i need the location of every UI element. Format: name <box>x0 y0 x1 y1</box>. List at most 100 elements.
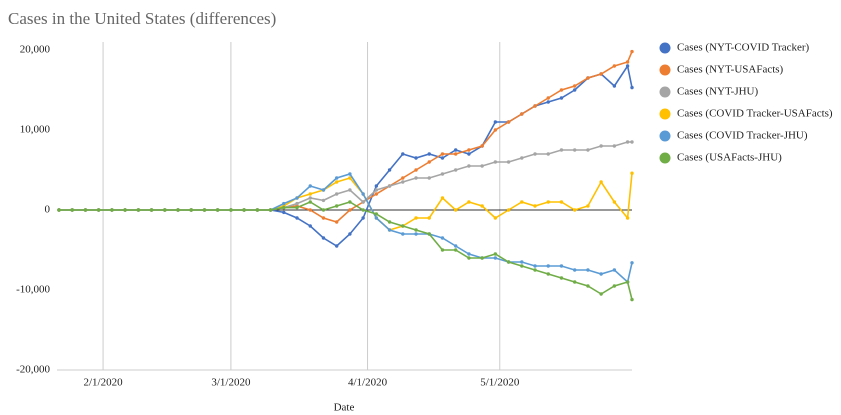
data-point <box>546 272 550 276</box>
legend-label: Cases (NYT-JHU) <box>677 86 759 98</box>
data-point <box>202 208 207 212</box>
data-point <box>533 104 537 108</box>
data-point <box>533 152 537 156</box>
legend-marker <box>659 86 671 98</box>
data-point <box>334 220 339 224</box>
data-point <box>427 152 431 156</box>
data-point <box>387 220 392 224</box>
x-tick-label: 5/1/2020 <box>480 377 520 389</box>
data-point <box>401 152 405 156</box>
data-point <box>70 208 74 212</box>
y-tick-label: -20,000 <box>16 364 50 376</box>
chart-title: Cases in the United States (differences) <box>8 9 276 28</box>
data-point <box>467 152 471 156</box>
data-point <box>630 49 634 54</box>
data-point <box>625 216 630 220</box>
x-tick-label: 4/1/2020 <box>348 377 388 389</box>
data-point <box>440 248 445 252</box>
data-point <box>533 268 537 272</box>
data-point <box>467 200 471 204</box>
data-point <box>625 64 630 68</box>
data-point <box>506 160 511 164</box>
data-point <box>387 168 392 172</box>
data-point <box>586 76 590 80</box>
data-point <box>427 232 431 236</box>
data-point <box>255 208 260 212</box>
data-point <box>440 156 445 160</box>
data-point <box>308 184 312 188</box>
data-point <box>599 72 603 76</box>
data-point <box>630 261 634 265</box>
data-point <box>630 171 634 175</box>
data-point <box>321 236 326 240</box>
data-point <box>136 208 141 212</box>
data-point <box>546 200 550 204</box>
data-point <box>573 208 577 212</box>
data-point <box>414 176 418 180</box>
data-point <box>546 96 550 100</box>
data-point <box>453 168 458 172</box>
data-point <box>308 200 312 204</box>
data-point <box>401 232 405 236</box>
data-point <box>123 208 127 212</box>
data-point <box>506 260 511 264</box>
data-point <box>612 84 617 88</box>
data-point <box>586 268 590 272</box>
data-point <box>282 205 286 210</box>
data-point <box>374 212 379 216</box>
data-point <box>599 180 603 184</box>
data-point <box>559 276 564 280</box>
data-point <box>348 188 352 192</box>
data-point <box>612 64 617 68</box>
data-point <box>334 244 339 248</box>
data-point <box>586 204 590 208</box>
data-point <box>493 216 498 220</box>
data-point <box>374 188 379 192</box>
data-point <box>282 201 286 206</box>
data-point <box>295 201 299 206</box>
data-point <box>559 264 564 268</box>
legend-marker <box>659 108 671 120</box>
y-tick-label: 0 <box>45 204 51 216</box>
data-point <box>599 292 603 296</box>
data-point <box>110 208 114 212</box>
data-point <box>546 264 550 268</box>
data-point <box>573 280 577 284</box>
data-point <box>559 96 564 100</box>
data-point <box>612 200 617 204</box>
data-point <box>176 208 180 212</box>
data-point <box>414 228 418 232</box>
y-tick-label: -10,000 <box>16 284 50 296</box>
data-point <box>467 256 471 260</box>
data-point <box>96 208 101 212</box>
data-point <box>348 232 352 236</box>
data-point <box>268 208 273 212</box>
data-point <box>453 148 458 152</box>
legend-label: Cases (NYT-USAFacts) <box>677 64 784 76</box>
data-point <box>374 216 379 220</box>
data-point <box>480 256 484 260</box>
data-point <box>630 85 634 90</box>
data-point <box>506 120 511 124</box>
data-point <box>467 164 471 168</box>
data-point <box>559 148 564 152</box>
data-point <box>348 176 352 180</box>
data-point <box>480 144 484 148</box>
data-point <box>414 156 418 160</box>
data-point <box>440 172 445 176</box>
data-point <box>242 208 246 212</box>
data-point <box>361 208 365 212</box>
legend-marker <box>659 42 671 54</box>
data-point <box>493 160 498 164</box>
data-point <box>625 60 630 64</box>
data-point <box>308 192 312 196</box>
data-point <box>533 264 537 268</box>
data-point <box>480 204 484 208</box>
data-point <box>467 252 471 256</box>
data-point <box>573 268 577 272</box>
data-point <box>453 208 458 212</box>
legend-label: Cases (COVID Tracker-USAFacts) <box>677 108 833 120</box>
data-point <box>520 264 524 268</box>
